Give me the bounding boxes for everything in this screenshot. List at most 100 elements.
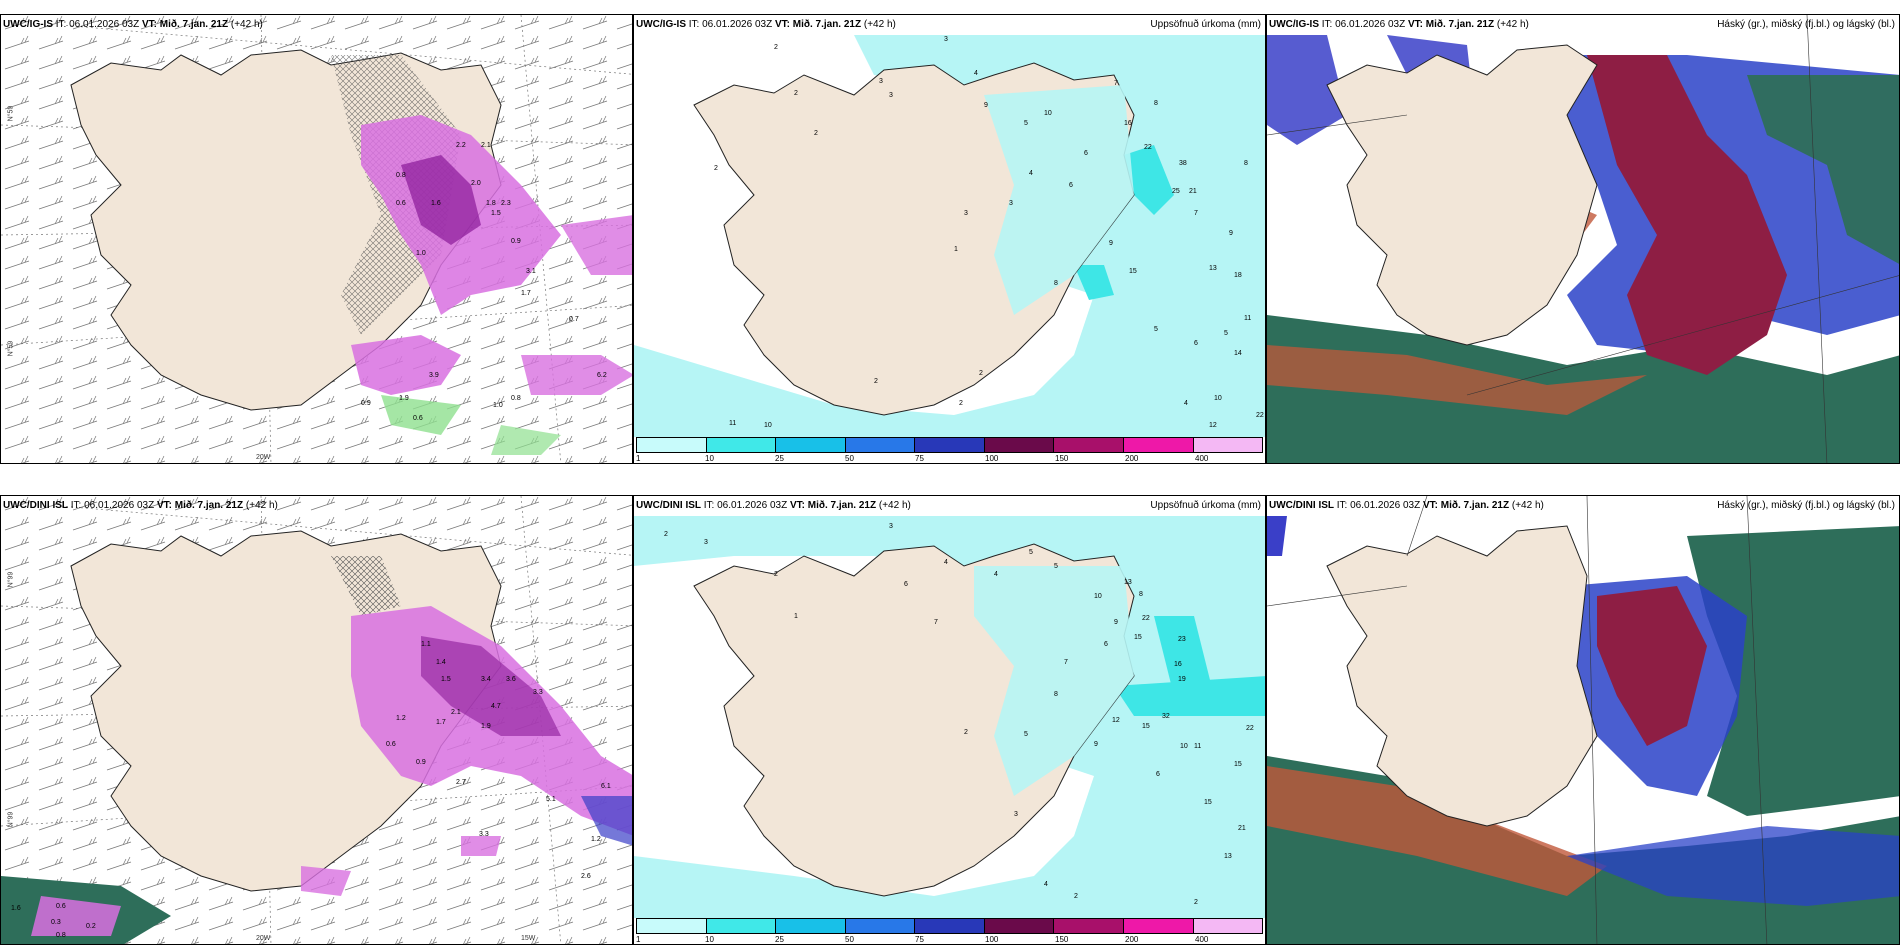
legend-swatch bbox=[1123, 438, 1194, 452]
diff-value: 1.1 bbox=[421, 641, 431, 648]
legend-swatch bbox=[845, 438, 916, 452]
diff-value: 3.4 bbox=[481, 676, 491, 683]
precip-value: 8 bbox=[1244, 160, 1248, 167]
precip-value: 9 bbox=[1094, 741, 1098, 748]
precip-value: 9 bbox=[1229, 230, 1233, 237]
panel-title: UWC/DINI ISL IT: 06.01.2026 03Z VT: Mið.… bbox=[1269, 500, 1544, 511]
diff-value: 2.7 bbox=[456, 779, 466, 786]
legend-swatch bbox=[706, 919, 777, 933]
legend-swatch bbox=[984, 919, 1055, 933]
diff-value: 0.9 bbox=[416, 759, 426, 766]
map-canvas bbox=[1267, 15, 1899, 463]
diff-value: 3.3 bbox=[533, 689, 543, 696]
diff-value: 0.6 bbox=[386, 741, 396, 748]
panel-variable-label: Uppsöfnuð úrkoma (mm) bbox=[1150, 500, 1261, 511]
diff-value: 1.6 bbox=[431, 200, 441, 207]
diff-value: 5.1 bbox=[546, 796, 556, 803]
legend-tick: 75 bbox=[915, 935, 924, 944]
diff-value: 0.6 bbox=[396, 200, 406, 207]
precip-value: 3 bbox=[889, 523, 893, 530]
panel-variable-label: Uppsöfnuð úrkoma (mm) bbox=[1150, 19, 1261, 30]
precip-value: 7 bbox=[1064, 659, 1068, 666]
diff-value: 1.0 bbox=[493, 402, 503, 409]
panel-variable-label: Háský (gr.), miðský (fj.bl.) og lágský (… bbox=[1717, 19, 1895, 30]
legend-tick: 25 bbox=[775, 935, 784, 944]
precip-value: 15 bbox=[1234, 761, 1242, 768]
precip-value-labels: 2 2 3 3 4 4 5 5 6 7 8 9 10 13 15 22 23 1… bbox=[664, 523, 1254, 906]
diff-value: 0.8 bbox=[396, 172, 406, 179]
precip-value: 4 bbox=[974, 70, 978, 77]
legend-tick: 200 bbox=[1125, 935, 1139, 944]
panel-title: UWC/DINI ISL IT: 06.01.2026 03Z VT: Mið.… bbox=[636, 500, 911, 511]
diff-value-labels: 2.2 2.1 0.8 0.6 1.6 2.0 1.5 1.8 1.0 0.9 … bbox=[361, 142, 607, 422]
diff-value: 0.9 bbox=[511, 238, 521, 245]
precip-value: 11 bbox=[729, 420, 736, 427]
precip-value: 6 bbox=[1084, 150, 1088, 157]
diff-value: 1.6 bbox=[11, 905, 21, 912]
precip-value: 5 bbox=[1024, 120, 1028, 127]
legend-tick: 25 bbox=[775, 454, 784, 463]
map-canvas: 2 2 2 3 3 3 3 4 5 6 7 8 9 10 16 22 38 25… bbox=[634, 15, 1265, 439]
legend-swatch bbox=[1193, 438, 1263, 452]
precip-value: 22 bbox=[1246, 725, 1254, 732]
panel-title: UWC/IG-IS IT: 06.01.2026 03Z VT: Mið. 7.… bbox=[636, 19, 896, 30]
precip-value: 12 bbox=[1209, 422, 1217, 429]
precip-value: 9 bbox=[1114, 619, 1118, 626]
diff-value: 0.8 bbox=[511, 395, 521, 402]
precip-value: 10 bbox=[1214, 395, 1222, 402]
precip-value: 2 bbox=[774, 44, 778, 51]
legend-swatch bbox=[637, 438, 707, 452]
panel-variable-label: Háský (gr.), miðský (fj.bl.) og lágský (… bbox=[1717, 500, 1895, 511]
precip-value: 22 bbox=[1256, 412, 1264, 419]
precip-value: 10 bbox=[764, 422, 772, 429]
diff-value: 1.5 bbox=[491, 210, 501, 217]
legend-tick: 200 bbox=[1125, 454, 1139, 463]
precip-value: 6 bbox=[1069, 182, 1073, 189]
map-canvas: 1.1 1.4 1.5 3.4 3.6 3.3 4.7 2.1 1.9 1.7 … bbox=[1, 496, 632, 944]
precip-value: 4 bbox=[994, 571, 998, 578]
lon-label: 15W bbox=[521, 935, 536, 942]
legend-tick: 10 bbox=[705, 454, 714, 463]
precip-value: 4 bbox=[1184, 400, 1188, 407]
precip-value: 16 bbox=[1174, 661, 1182, 668]
map-canvas: 2.2 2.1 0.8 0.6 1.6 2.0 1.5 1.8 1.0 0.9 … bbox=[1, 15, 632, 463]
precip-value: 2 bbox=[714, 165, 718, 172]
diff-value: 4.7 bbox=[491, 703, 501, 710]
diff-value: 2.1 bbox=[481, 142, 491, 149]
panel-top-left-diff-map: UWC/IG-IS IT: 06.01.2026 03Z VT: Mið. 7.… bbox=[0, 14, 633, 464]
lon-label: 20W bbox=[256, 454, 271, 461]
diff-value: 1.8 bbox=[486, 200, 496, 207]
legend-tick: 100 bbox=[985, 935, 999, 944]
legend-tick: 75 bbox=[915, 454, 924, 463]
panel-top-right-cloud-map: UWC/IG-IS IT: 06.01.2026 03Z VT: Mið. 7.… bbox=[1266, 14, 1900, 464]
map-canvas: 2 2 3 3 4 4 5 5 6 7 8 9 10 13 15 22 23 1… bbox=[634, 496, 1265, 920]
precip-value: 5 bbox=[1224, 330, 1228, 337]
lat-label: N°59 bbox=[7, 340, 15, 357]
precip-value: 12 bbox=[1112, 717, 1120, 724]
lat-label: N°59 bbox=[7, 105, 15, 122]
diff-value: 6.1 bbox=[601, 783, 611, 790]
precip-value: 5 bbox=[1024, 731, 1028, 738]
precip-value: 2 bbox=[979, 370, 983, 377]
precip-value: 11 bbox=[1244, 315, 1251, 322]
precip-value: 15 bbox=[1142, 723, 1150, 730]
legend-tick: 150 bbox=[1055, 935, 1069, 944]
legend-tick: 1 bbox=[636, 454, 641, 463]
precip-value: 4 bbox=[944, 559, 948, 566]
precip-value: 13 bbox=[1124, 579, 1132, 586]
precip-value: 8 bbox=[1154, 100, 1158, 107]
precip-value: 10 bbox=[1180, 743, 1188, 750]
map-canvas bbox=[1267, 496, 1899, 944]
diff-value: 1.9 bbox=[399, 395, 409, 402]
legend-tick: 400 bbox=[1195, 935, 1209, 944]
precip-value: 22 bbox=[1144, 144, 1152, 151]
legend-tick: 10 bbox=[705, 935, 714, 944]
precip-value: 2 bbox=[1074, 893, 1078, 900]
precip-value: 3 bbox=[944, 36, 948, 43]
diff-value: 6.2 bbox=[597, 372, 607, 379]
precip-value: 3 bbox=[704, 539, 708, 546]
precip-value: 38 bbox=[1179, 160, 1187, 167]
lat-label: N°99 bbox=[7, 571, 15, 588]
legend-swatch bbox=[845, 919, 916, 933]
precip-value: 5 bbox=[1154, 326, 1158, 333]
